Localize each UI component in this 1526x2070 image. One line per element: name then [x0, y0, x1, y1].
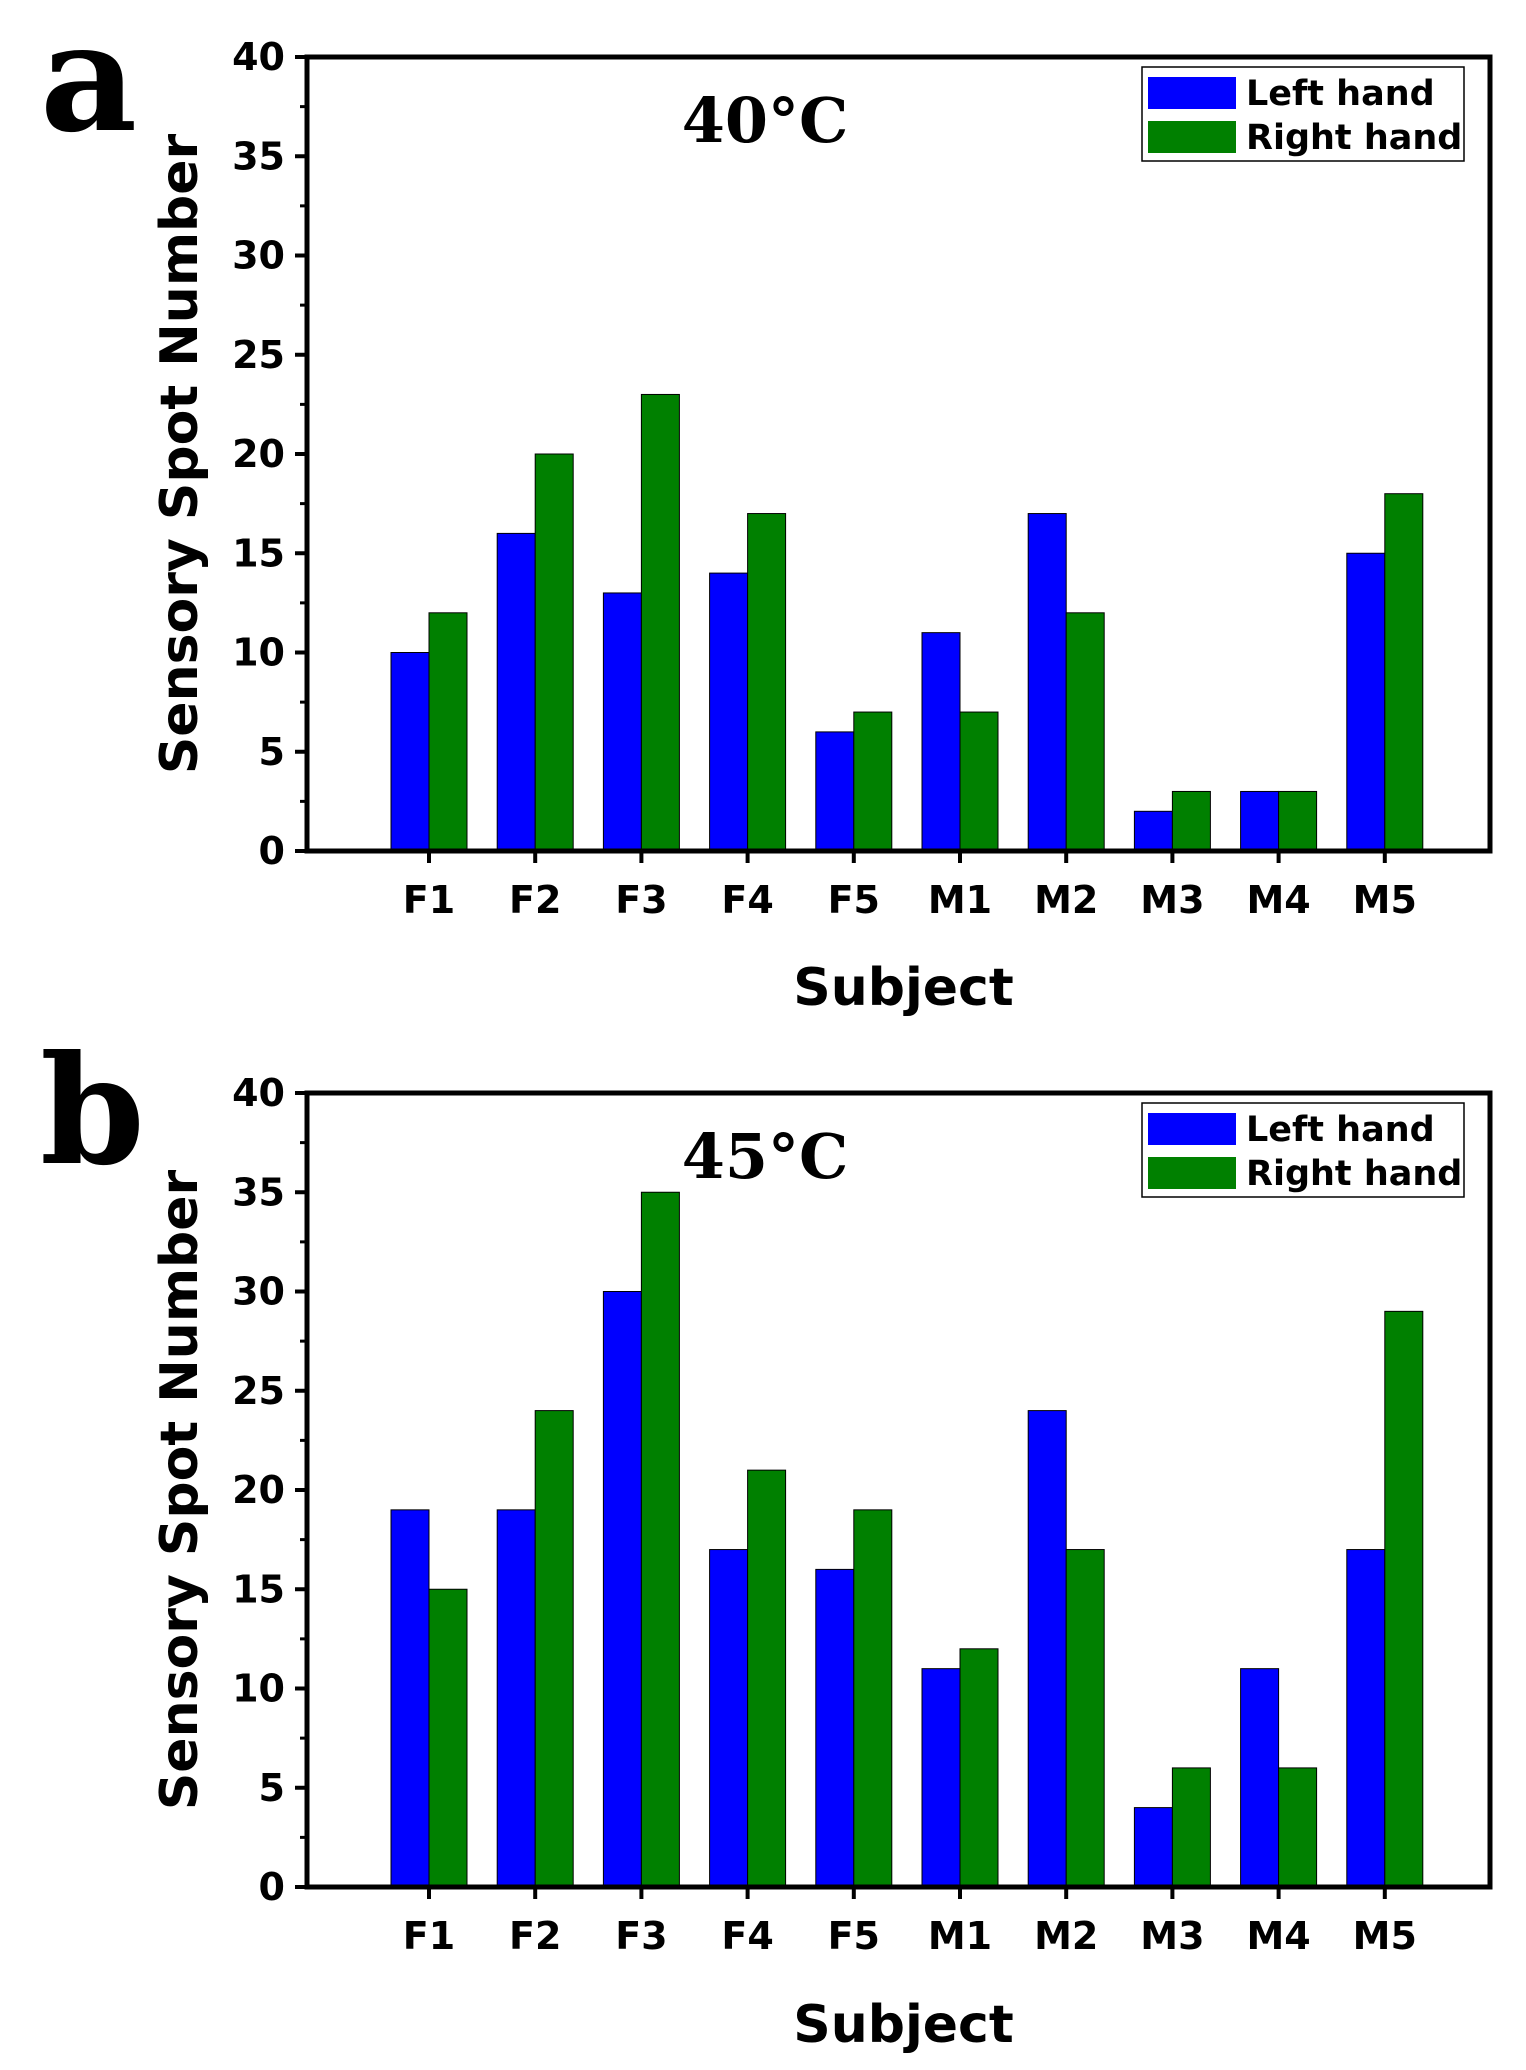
bar-right-m4	[1278, 1767, 1318, 1888]
bar-left-f4	[709, 572, 749, 852]
bar-right-m1	[959, 711, 999, 852]
x-tick-label: F3	[615, 878, 667, 922]
x-tick-label: M5	[1353, 878, 1417, 922]
bar-left-f3	[602, 1291, 642, 1888]
x-tick-label: F2	[509, 1914, 561, 1958]
x-tick-label: F3	[615, 1914, 667, 1958]
bar-left-m2	[1027, 1410, 1067, 1888]
bar-left-f5	[815, 1568, 855, 1888]
y-tick-label: 30	[232, 1270, 285, 1314]
bar-left-m1	[921, 632, 961, 852]
bar-left-f1	[390, 1509, 430, 1888]
y-tick-label: 10	[232, 631, 285, 675]
x-tick-label: M1	[928, 1914, 992, 1958]
x-tick-label: F5	[828, 1914, 880, 1958]
bar-right-f3	[640, 393, 680, 852]
y-tick-label: 35	[232, 1170, 285, 1214]
x-tick-label: F2	[509, 878, 561, 922]
y-tick-label: 25	[232, 333, 285, 377]
y-tick-label: 40	[232, 35, 285, 79]
bar-right-f4	[747, 1469, 787, 1888]
y-tick-label: 5	[259, 1766, 285, 1810]
bar-right-m5	[1384, 1310, 1424, 1888]
temperature-label: 40°C	[682, 84, 849, 157]
y-tick-label: 20	[232, 1468, 285, 1512]
temperature-label: 45°C	[682, 1120, 849, 1193]
x-tick-label: F4	[721, 1914, 773, 1958]
bar-left-m5	[1346, 552, 1386, 852]
bar-right-f5	[853, 1509, 893, 1888]
legend-swatch-left	[1148, 77, 1236, 109]
y-tick-label: 0	[259, 829, 285, 873]
bar-left-f1	[390, 652, 430, 852]
bar-right-m1	[959, 1648, 999, 1888]
x-tick-label: M2	[1034, 878, 1098, 922]
bar-right-f1	[428, 612, 468, 852]
bar-right-f4	[747, 513, 787, 852]
bar-left-f4	[709, 1549, 749, 1888]
panel-b: b 0 5 10 15 20 25 30 35 40 F1 F2 F3 F4 F5 M1 M2 M3 M4 M5 Sub…	[40, 1023, 1493, 2055]
y-tick-label: 20	[232, 432, 285, 476]
bar-right-m4	[1278, 790, 1318, 852]
bar-left-m3	[1133, 1807, 1173, 1888]
bar-right-f1	[428, 1588, 468, 1888]
y-axis-title: Sensory Spot Number	[150, 134, 210, 775]
bar-right-m2	[1065, 1549, 1105, 1888]
x-tick-label: M5	[1353, 1914, 1417, 1958]
bar-right-f5	[853, 711, 893, 852]
bar-right-m5	[1384, 493, 1424, 852]
y-axis-title: Sensory Spot Number	[150, 1170, 210, 1811]
legend-swatch-left	[1148, 1113, 1236, 1145]
legend-swatch-right	[1148, 121, 1236, 153]
bar-left-m5	[1346, 1549, 1386, 1888]
bar-left-m2	[1027, 513, 1067, 852]
y-tick-label: 10	[232, 1667, 285, 1711]
bar-right-m3	[1171, 790, 1211, 852]
bar-left-m4	[1240, 790, 1280, 852]
x-tick-label: F1	[403, 1914, 455, 1958]
y-tick-label: 15	[232, 1567, 285, 1611]
panel-a: a 0 5 10 15 20 25 30 35 40 F1 F2 F3 F4 F5 M1 M2 M3 M4 M5 Sub…	[40, 0, 1493, 1018]
x-tick-label: F1	[403, 878, 455, 922]
y-tick-label: 5	[259, 730, 285, 774]
bar-left-m3	[1133, 810, 1173, 852]
bar-left-f2	[496, 1509, 536, 1888]
bar-right-m3	[1171, 1767, 1211, 1888]
x-tick-label: M4	[1246, 878, 1310, 922]
bar-left-f3	[602, 592, 642, 852]
x-tick-label: F5	[828, 878, 880, 922]
y-tick-label: 40	[232, 1071, 285, 1115]
legend-swatch-right	[1148, 1157, 1236, 1189]
legend-label-left: Left hand	[1246, 1110, 1435, 1150]
x-tick-label: F4	[721, 878, 773, 922]
legend-label-left: Left hand	[1246, 74, 1435, 114]
bar-right-f2	[534, 1410, 574, 1888]
y-tick-label: 30	[232, 234, 285, 278]
legend-label-right: Right hand	[1246, 1154, 1462, 1194]
x-tick-label: M3	[1140, 1914, 1204, 1958]
y-tick-label: 25	[232, 1369, 285, 1413]
bar-left-m4	[1240, 1668, 1280, 1888]
y-tick-label: 15	[232, 531, 285, 575]
bar-right-f2	[534, 453, 574, 852]
x-axis-title: Subject	[793, 958, 1013, 1018]
x-tick-label: M1	[928, 878, 992, 922]
x-tick-label: M3	[1140, 878, 1204, 922]
bar-right-f3	[640, 1191, 680, 1888]
legend-label-right: Right hand	[1246, 118, 1462, 158]
y-tick-label: 0	[259, 1865, 285, 1909]
panel-letter: b	[40, 1023, 145, 1199]
plot-frame	[304, 54, 1493, 854]
bar-left-f2	[496, 532, 536, 852]
bar-left-m1	[921, 1668, 961, 1888]
x-axis-title: Subject	[793, 1995, 1013, 2055]
x-tick-label: M4	[1246, 1914, 1310, 1958]
x-tick-label: M2	[1034, 1914, 1098, 1958]
bar-left-f5	[815, 731, 855, 852]
panel-letter: a	[40, 0, 137, 166]
bar-right-m2	[1065, 612, 1105, 852]
y-tick-label: 35	[232, 134, 285, 178]
